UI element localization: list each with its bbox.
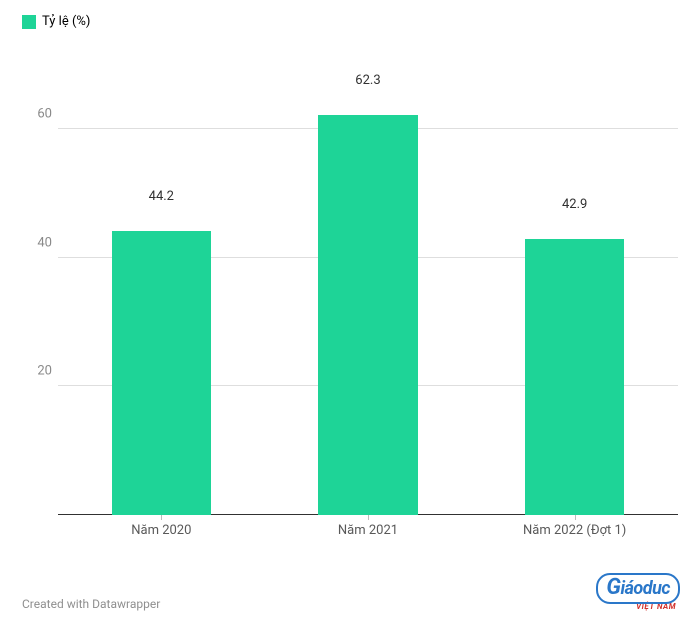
attribution-text: Created with Datawrapper xyxy=(22,597,160,611)
watermark-rest: iáoduc xyxy=(620,578,670,599)
chart-container: Tỷ lệ (%) 20406044.262.342.9 Năm 2020Năm… xyxy=(0,0,700,625)
y-tick-label: 60 xyxy=(22,107,52,122)
x-tick xyxy=(368,515,369,520)
x-axis-label: Năm 2022 (Đợt 1) xyxy=(523,523,626,538)
plot-region: 20406044.262.342.9 xyxy=(58,65,678,515)
legend-label: Tỷ lệ (%) xyxy=(42,14,90,29)
bar-value-label: 62.3 xyxy=(265,73,472,94)
y-tick-label: 20 xyxy=(22,364,52,379)
x-axis-label: Năm 2021 xyxy=(338,523,398,538)
bar xyxy=(112,231,211,515)
y-tick-label: 40 xyxy=(22,235,52,250)
x-tick xyxy=(575,515,576,520)
watermark-badge: Giáoduc xyxy=(596,573,680,604)
bar xyxy=(318,115,417,516)
bar-value-label: 44.2 xyxy=(58,189,265,210)
legend: Tỷ lệ (%) xyxy=(22,14,678,29)
bar xyxy=(525,239,624,515)
x-tick xyxy=(161,515,162,520)
bar-value-label: 42.9 xyxy=(471,197,678,218)
x-axis-labels: Năm 2020 Năm 2021 Năm 2022 (Đợt 1) xyxy=(58,515,678,545)
watermark-cap: G xyxy=(606,575,620,600)
watermark-logo: Giáoduc VIỆT NAM xyxy=(596,573,680,611)
chart-area: 20406044.262.342.9 Năm 2020Năm 2021Năm 2… xyxy=(22,65,678,545)
x-axis-label: Năm 2020 xyxy=(131,523,191,538)
legend-swatch xyxy=(22,15,36,29)
